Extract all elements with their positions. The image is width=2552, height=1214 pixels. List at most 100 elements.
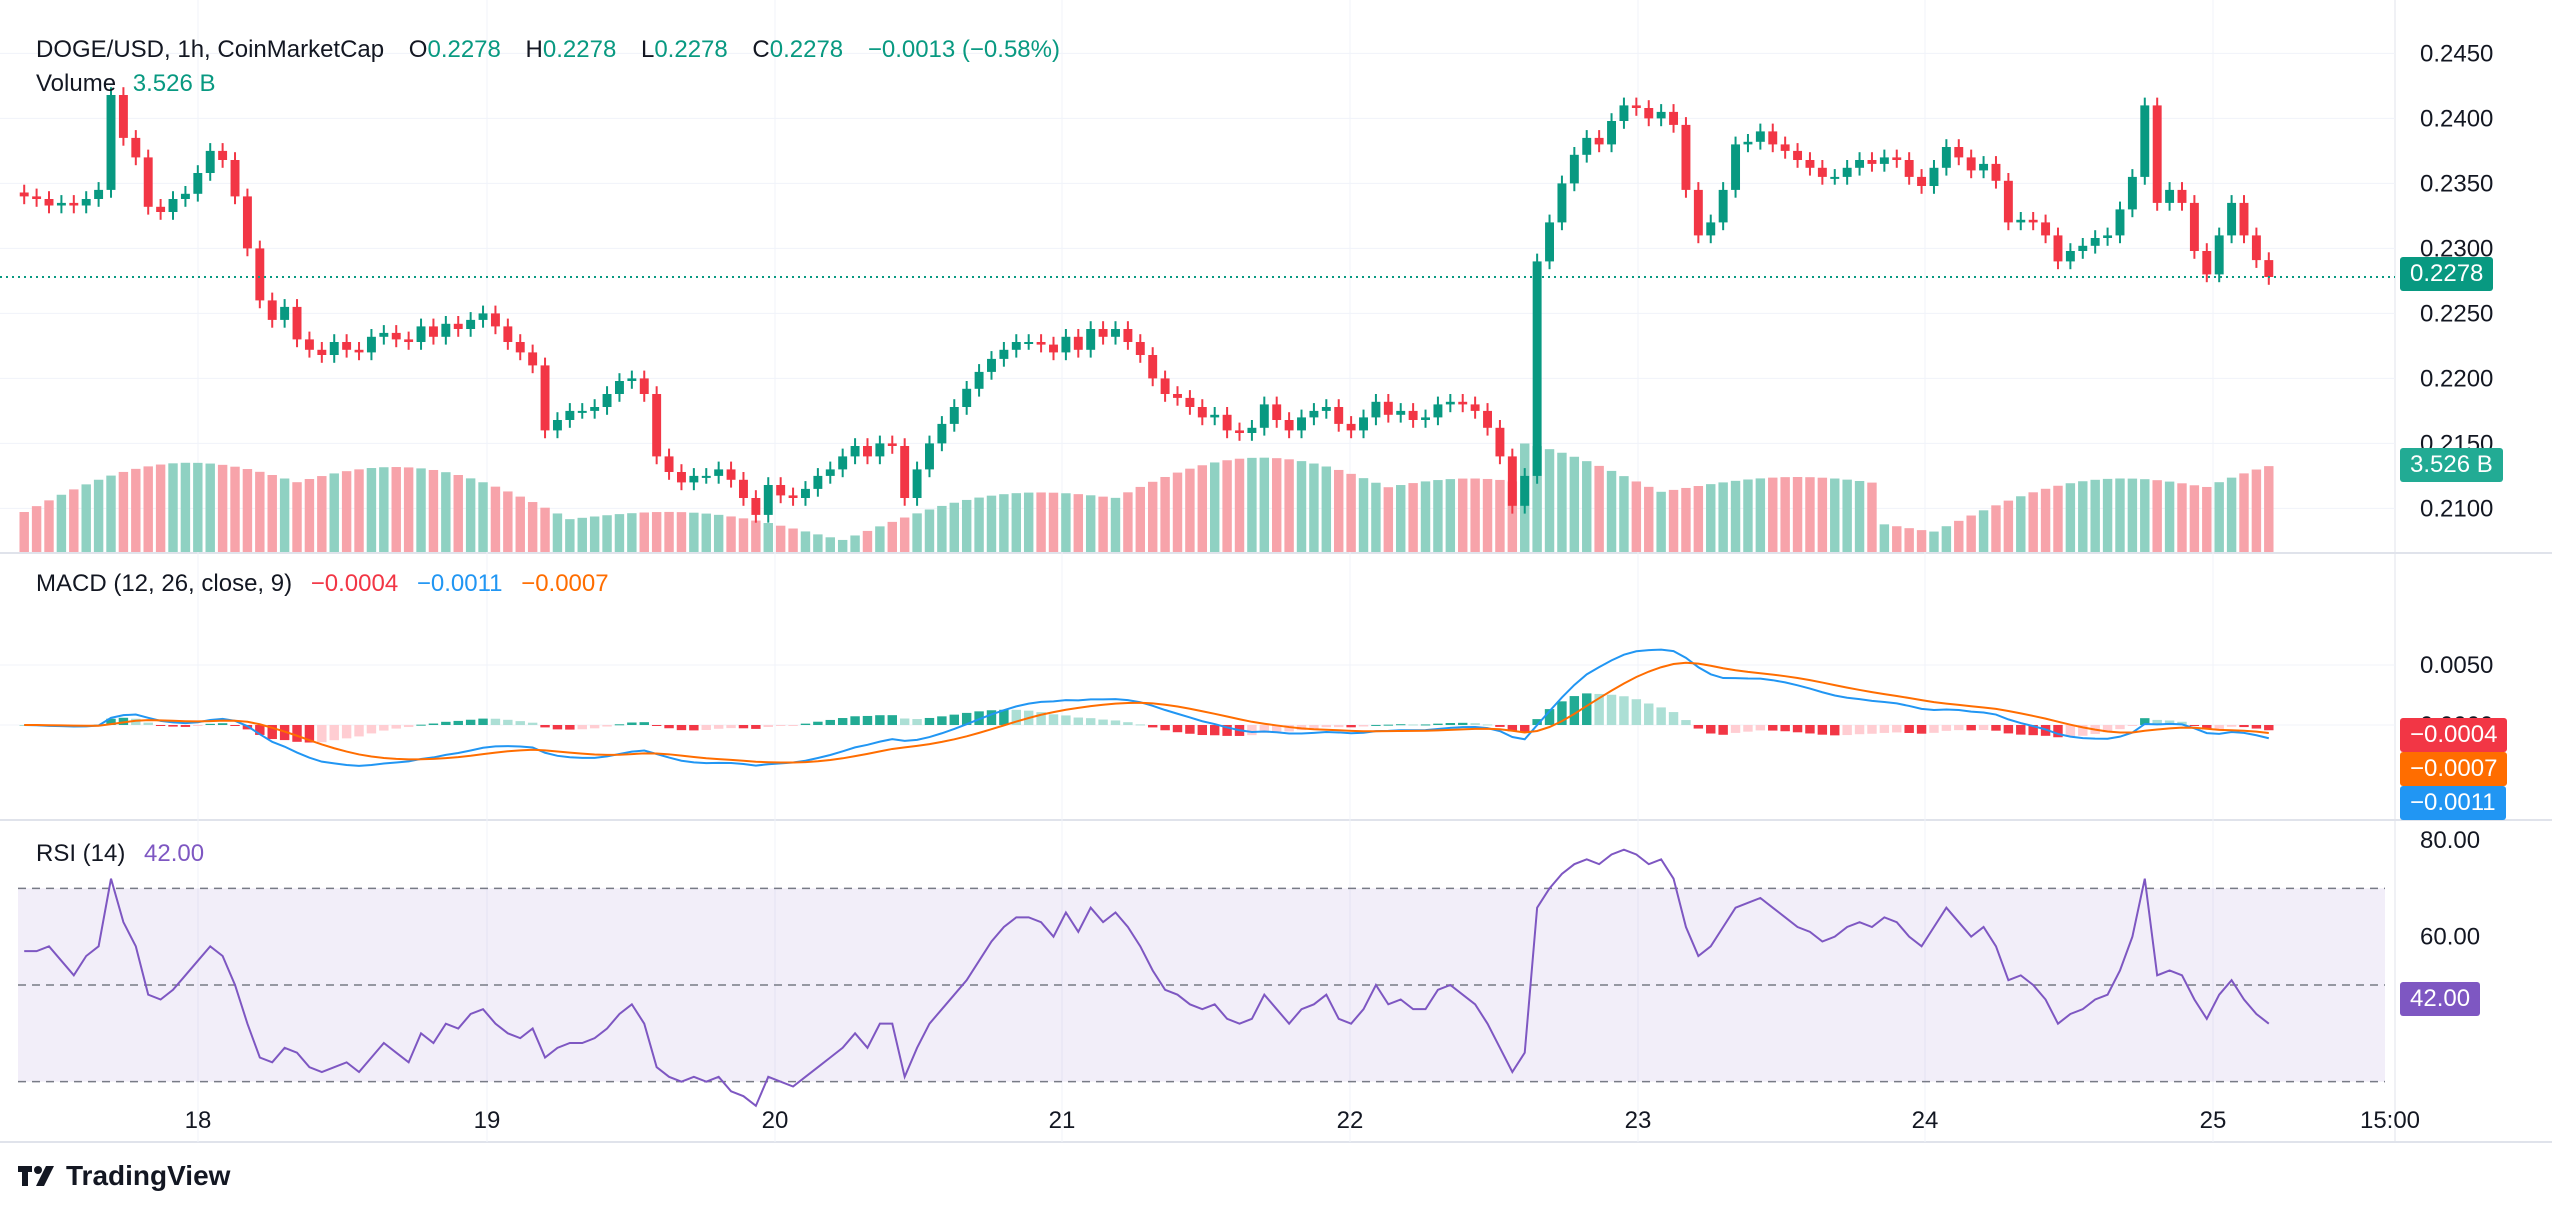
candle-body bbox=[1941, 147, 1951, 168]
volume-bar bbox=[2239, 473, 2249, 552]
candle-body bbox=[590, 407, 600, 411]
candle-body bbox=[1396, 410, 1406, 415]
brand-footer[interactable]: TradingView bbox=[18, 1160, 230, 1192]
macd-hist-bar bbox=[1383, 724, 1394, 726]
volume-bar bbox=[1706, 484, 1716, 552]
macd-signal-value: −0.0007 bbox=[521, 570, 609, 597]
macd-hist-bar bbox=[230, 725, 240, 726]
time-tick-label: 21 bbox=[1049, 1107, 1076, 1134]
candle-body bbox=[1656, 111, 1666, 119]
volume-bar bbox=[701, 513, 711, 552]
candle-body bbox=[1235, 430, 1244, 433]
macd-hist-bar bbox=[1222, 725, 1232, 736]
macd-hist-bar bbox=[1073, 717, 1084, 725]
volume-bar bbox=[689, 512, 699, 552]
candle-body bbox=[2140, 105, 2150, 177]
macd-hist-bar bbox=[1892, 725, 1902, 733]
candle-body bbox=[1383, 401, 1393, 415]
low-value: 0.2278 bbox=[654, 36, 728, 63]
macd-hist-bar bbox=[267, 725, 277, 740]
volume-bar bbox=[403, 467, 414, 552]
candle-body bbox=[1830, 176, 1840, 179]
candle-body bbox=[1061, 336, 1071, 353]
volume-bar bbox=[602, 515, 612, 552]
candle-body bbox=[304, 339, 314, 350]
macd-hist-bar bbox=[1371, 724, 1381, 726]
volume-bar bbox=[1135, 486, 1146, 552]
candle-body bbox=[2065, 251, 2075, 262]
candle-body bbox=[1259, 404, 1269, 428]
macd-hist-bar bbox=[2214, 725, 2224, 730]
macd-hist-bar bbox=[1408, 724, 1418, 726]
volume-bar bbox=[1445, 479, 1456, 552]
macd-line-value: −0.0011 bbox=[416, 570, 503, 597]
volume-bar bbox=[478, 482, 488, 552]
candle-body bbox=[1768, 131, 1778, 145]
rsi-pane bbox=[18, 848, 2385, 1108]
macd-hist-bar bbox=[1656, 707, 1666, 725]
candle-body bbox=[1855, 160, 1865, 168]
macd-hist-bar bbox=[1284, 725, 1294, 732]
candle-body bbox=[1359, 417, 1368, 431]
volume-bar bbox=[974, 497, 984, 552]
candle-body bbox=[1098, 329, 1108, 337]
macd-hist-bar bbox=[651, 725, 662, 726]
volume-bar bbox=[1433, 480, 1443, 552]
macd-hist-bar bbox=[1507, 725, 1518, 732]
macd-hist-bar bbox=[329, 725, 339, 741]
candle-body bbox=[838, 456, 848, 470]
volume-bar bbox=[1780, 477, 1790, 552]
candle-body bbox=[1197, 407, 1207, 418]
volume-bar bbox=[1681, 487, 1691, 552]
volume-bar bbox=[937, 505, 947, 552]
macd-line-tag: −0.0011 bbox=[2400, 786, 2506, 820]
time-tick-label: 18 bbox=[185, 1107, 212, 1134]
candle-body bbox=[1036, 342, 1046, 345]
volume-bar bbox=[81, 484, 91, 552]
macd-hist-bar bbox=[205, 723, 215, 725]
volume-bar bbox=[416, 468, 426, 552]
volume-bar bbox=[1892, 526, 1902, 552]
candle-body bbox=[19, 192, 29, 197]
volume-bar bbox=[193, 462, 203, 552]
candle-body bbox=[2103, 235, 2113, 238]
volume-bar bbox=[1073, 494, 1084, 552]
candle-body bbox=[1917, 176, 1927, 186]
macd-hist-bar bbox=[1334, 725, 1344, 728]
macd-hist-bar bbox=[540, 725, 550, 728]
volume-bar bbox=[639, 512, 649, 552]
candle-body bbox=[2078, 245, 2088, 251]
macd-hist-bar bbox=[2264, 725, 2274, 731]
candle-body bbox=[1718, 189, 1728, 223]
macd-hist-bar bbox=[1036, 712, 1046, 725]
volume-bar bbox=[2115, 478, 2125, 552]
macd-hist-bar bbox=[255, 725, 265, 735]
volume-bar bbox=[1482, 478, 1493, 552]
macd-hist-bar bbox=[713, 725, 724, 729]
macd-hist-bar bbox=[143, 722, 153, 725]
macd-hist-bar bbox=[1743, 725, 1753, 732]
macd-hist-bar bbox=[168, 725, 178, 727]
close-value: 0.2278 bbox=[769, 36, 844, 63]
volume-bar bbox=[31, 506, 42, 552]
volume-bar bbox=[1668, 489, 1679, 552]
macd-hist-bar bbox=[1309, 725, 1319, 729]
macd-hist-bar bbox=[2078, 725, 2088, 736]
macd-hist-bar bbox=[1544, 709, 1555, 725]
candle-body bbox=[44, 199, 54, 206]
candle-body bbox=[1631, 105, 1641, 108]
volume-bar bbox=[93, 479, 104, 552]
macd-hist-bar bbox=[924, 717, 935, 725]
volume-bar bbox=[1371, 482, 1381, 552]
volume-bar bbox=[875, 526, 885, 552]
price-tag: 0.2278 bbox=[2400, 257, 2494, 291]
volume-bar bbox=[1259, 457, 1270, 552]
volume-bar bbox=[1582, 461, 1592, 552]
macd-hist-bar bbox=[751, 725, 761, 729]
volume-bar bbox=[317, 476, 327, 552]
candle-body bbox=[689, 475, 699, 483]
candle-body bbox=[441, 323, 451, 337]
macd-hist-bar bbox=[2016, 725, 2026, 735]
candle-body bbox=[143, 157, 153, 207]
macd-hist-bar bbox=[1396, 724, 1406, 726]
